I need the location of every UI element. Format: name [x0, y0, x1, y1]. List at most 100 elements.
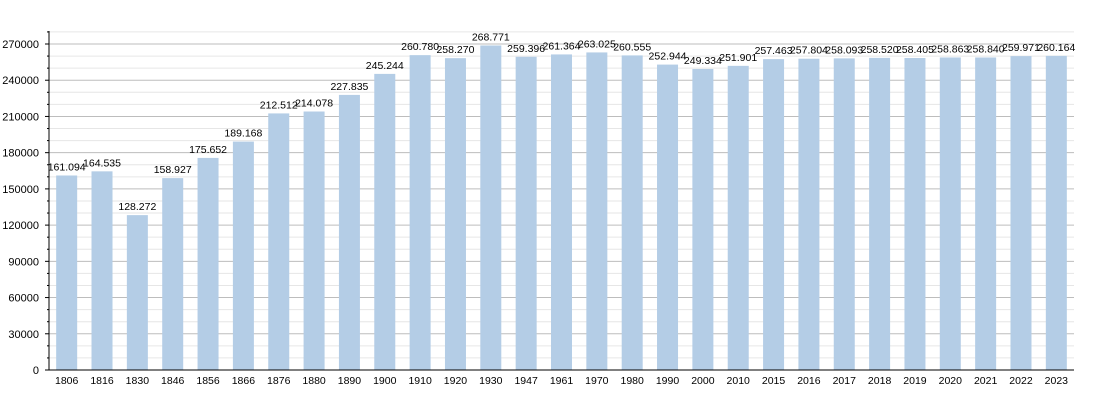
x-tick-label: 1880 — [302, 375, 326, 387]
bar-1856 — [197, 157, 219, 370]
bar-1961 — [551, 54, 572, 370]
value-label-1970: 263.025 — [578, 38, 616, 50]
bar-2020 — [939, 57, 961, 370]
x-tick-label: 1816 — [90, 375, 114, 387]
x-tick-label: 1806 — [55, 375, 79, 387]
value-label-2017: 258.093 — [825, 44, 863, 56]
value-label-2020: 258.863 — [931, 43, 969, 55]
bar-1890 — [338, 94, 360, 370]
value-label-1806: 161.094 — [48, 161, 86, 173]
bar-1970 — [586, 52, 608, 371]
value-label-1910: 260.780 — [401, 41, 439, 53]
bar-1990 — [657, 64, 679, 371]
y-tick-label: 120000 — [2, 220, 39, 232]
value-label-1990: 252.944 — [649, 51, 687, 63]
x-tick-label: 2023 — [1045, 375, 1069, 387]
bar-1806 — [56, 175, 78, 370]
bar-2010 — [727, 65, 749, 370]
bar-1930 — [480, 45, 502, 371]
y-tick-label: 180000 — [2, 148, 39, 160]
bar-1880 — [303, 111, 325, 371]
value-label-1866: 189.168 — [224, 128, 262, 140]
x-tick-label: 1910 — [408, 375, 432, 387]
bar-2022 — [1010, 56, 1032, 370]
value-label-1816: 164.535 — [83, 157, 121, 169]
value-label-1830: 128.272 — [118, 201, 156, 213]
y-tick-label: 60000 — [8, 293, 39, 305]
bar-1830 — [126, 215, 148, 370]
value-label-1880: 214.078 — [295, 98, 333, 110]
bar-2000 — [692, 68, 714, 371]
value-label-1920: 258.270 — [436, 44, 474, 56]
bar-1900 — [374, 73, 396, 371]
x-tick-label: 1876 — [267, 375, 291, 387]
value-label-1930: 268.771 — [472, 31, 510, 43]
x-tick-label: 1970 — [585, 375, 609, 387]
y-tick-label: 0 — [33, 365, 39, 377]
x-tick-label: 2020 — [939, 375, 963, 387]
bar-1920 — [444, 58, 466, 370]
x-tick-label: 2017 — [833, 375, 857, 387]
bar-1947 — [515, 56, 537, 371]
value-label-1876: 212.512 — [260, 99, 298, 111]
bar-2019 — [904, 57, 926, 371]
y-tick-label: 30000 — [8, 329, 39, 341]
y-tick-label: 270000 — [2, 39, 39, 51]
value-label-1961: 261.364 — [543, 40, 581, 52]
bar-2016 — [798, 58, 820, 371]
y-tick-label: 210000 — [2, 111, 39, 123]
bar-2017 — [833, 58, 855, 371]
x-tick-label: 1866 — [232, 375, 256, 387]
y-tick-label: 90000 — [8, 256, 39, 268]
x-tick-label: 1990 — [656, 375, 680, 387]
y-tick-label: 240000 — [2, 75, 39, 87]
value-label-2010: 251.901 — [719, 52, 757, 64]
x-tick-label: 1980 — [621, 375, 645, 387]
x-tick-label: 1890 — [338, 375, 362, 387]
x-tick-label: 1846 — [161, 375, 185, 387]
x-tick-label: 2010 — [727, 375, 751, 387]
axes: 0 30000 60000 90000 120000 150000 180000 210000… — [2, 31, 1074, 387]
bar-2015 — [763, 59, 785, 370]
value-label-2023: 260.164 — [1037, 42, 1075, 54]
bar-1816 — [91, 171, 113, 370]
bars — [56, 45, 1067, 371]
value-label-1900: 245.244 — [366, 60, 404, 72]
value-label-2016: 257.804 — [790, 45, 828, 57]
value-label-1890: 227.835 — [330, 81, 368, 93]
bar-1866 — [232, 141, 254, 370]
x-tick-label: 1930 — [479, 375, 503, 387]
y-tick-label: 150000 — [2, 184, 39, 196]
value-label-1947: 259.396 — [507, 43, 545, 55]
x-tick-label: 2021 — [974, 375, 998, 387]
value-label-2022: 259.971 — [1002, 42, 1040, 54]
x-tick-label: 2022 — [1009, 375, 1033, 387]
x-tick-label: 1947 — [514, 375, 538, 387]
bar-2023 — [1045, 55, 1067, 370]
bar-2021 — [975, 57, 997, 370]
x-tick-label: 2019 — [903, 375, 927, 387]
bar-1910 — [409, 55, 431, 371]
bar-2018 — [869, 57, 891, 371]
x-tick-label: 1920 — [444, 375, 468, 387]
bar-1846 — [162, 178, 184, 370]
value-label-2018: 258.520 — [861, 44, 899, 56]
value-label-2021: 258.840 — [967, 43, 1005, 55]
x-tick-label: 1961 — [550, 375, 574, 387]
value-label-1856: 175.652 — [189, 144, 227, 156]
bar-1876 — [268, 113, 290, 370]
value-label-1846: 158.927 — [154, 164, 192, 176]
bar-1980 — [621, 55, 643, 370]
x-tick-label: 1900 — [373, 375, 397, 387]
value-label-1980: 260.555 — [613, 41, 651, 53]
x-tick-label: 1830 — [126, 375, 150, 387]
x-tick-label: 2000 — [691, 375, 715, 387]
x-tick-label: 2015 — [762, 375, 786, 387]
x-tick-label: 2016 — [797, 375, 821, 387]
x-tick-label: 2018 — [868, 375, 892, 387]
value-label-2019: 258.405 — [896, 44, 934, 56]
value-label-2000: 249.334 — [684, 55, 722, 67]
